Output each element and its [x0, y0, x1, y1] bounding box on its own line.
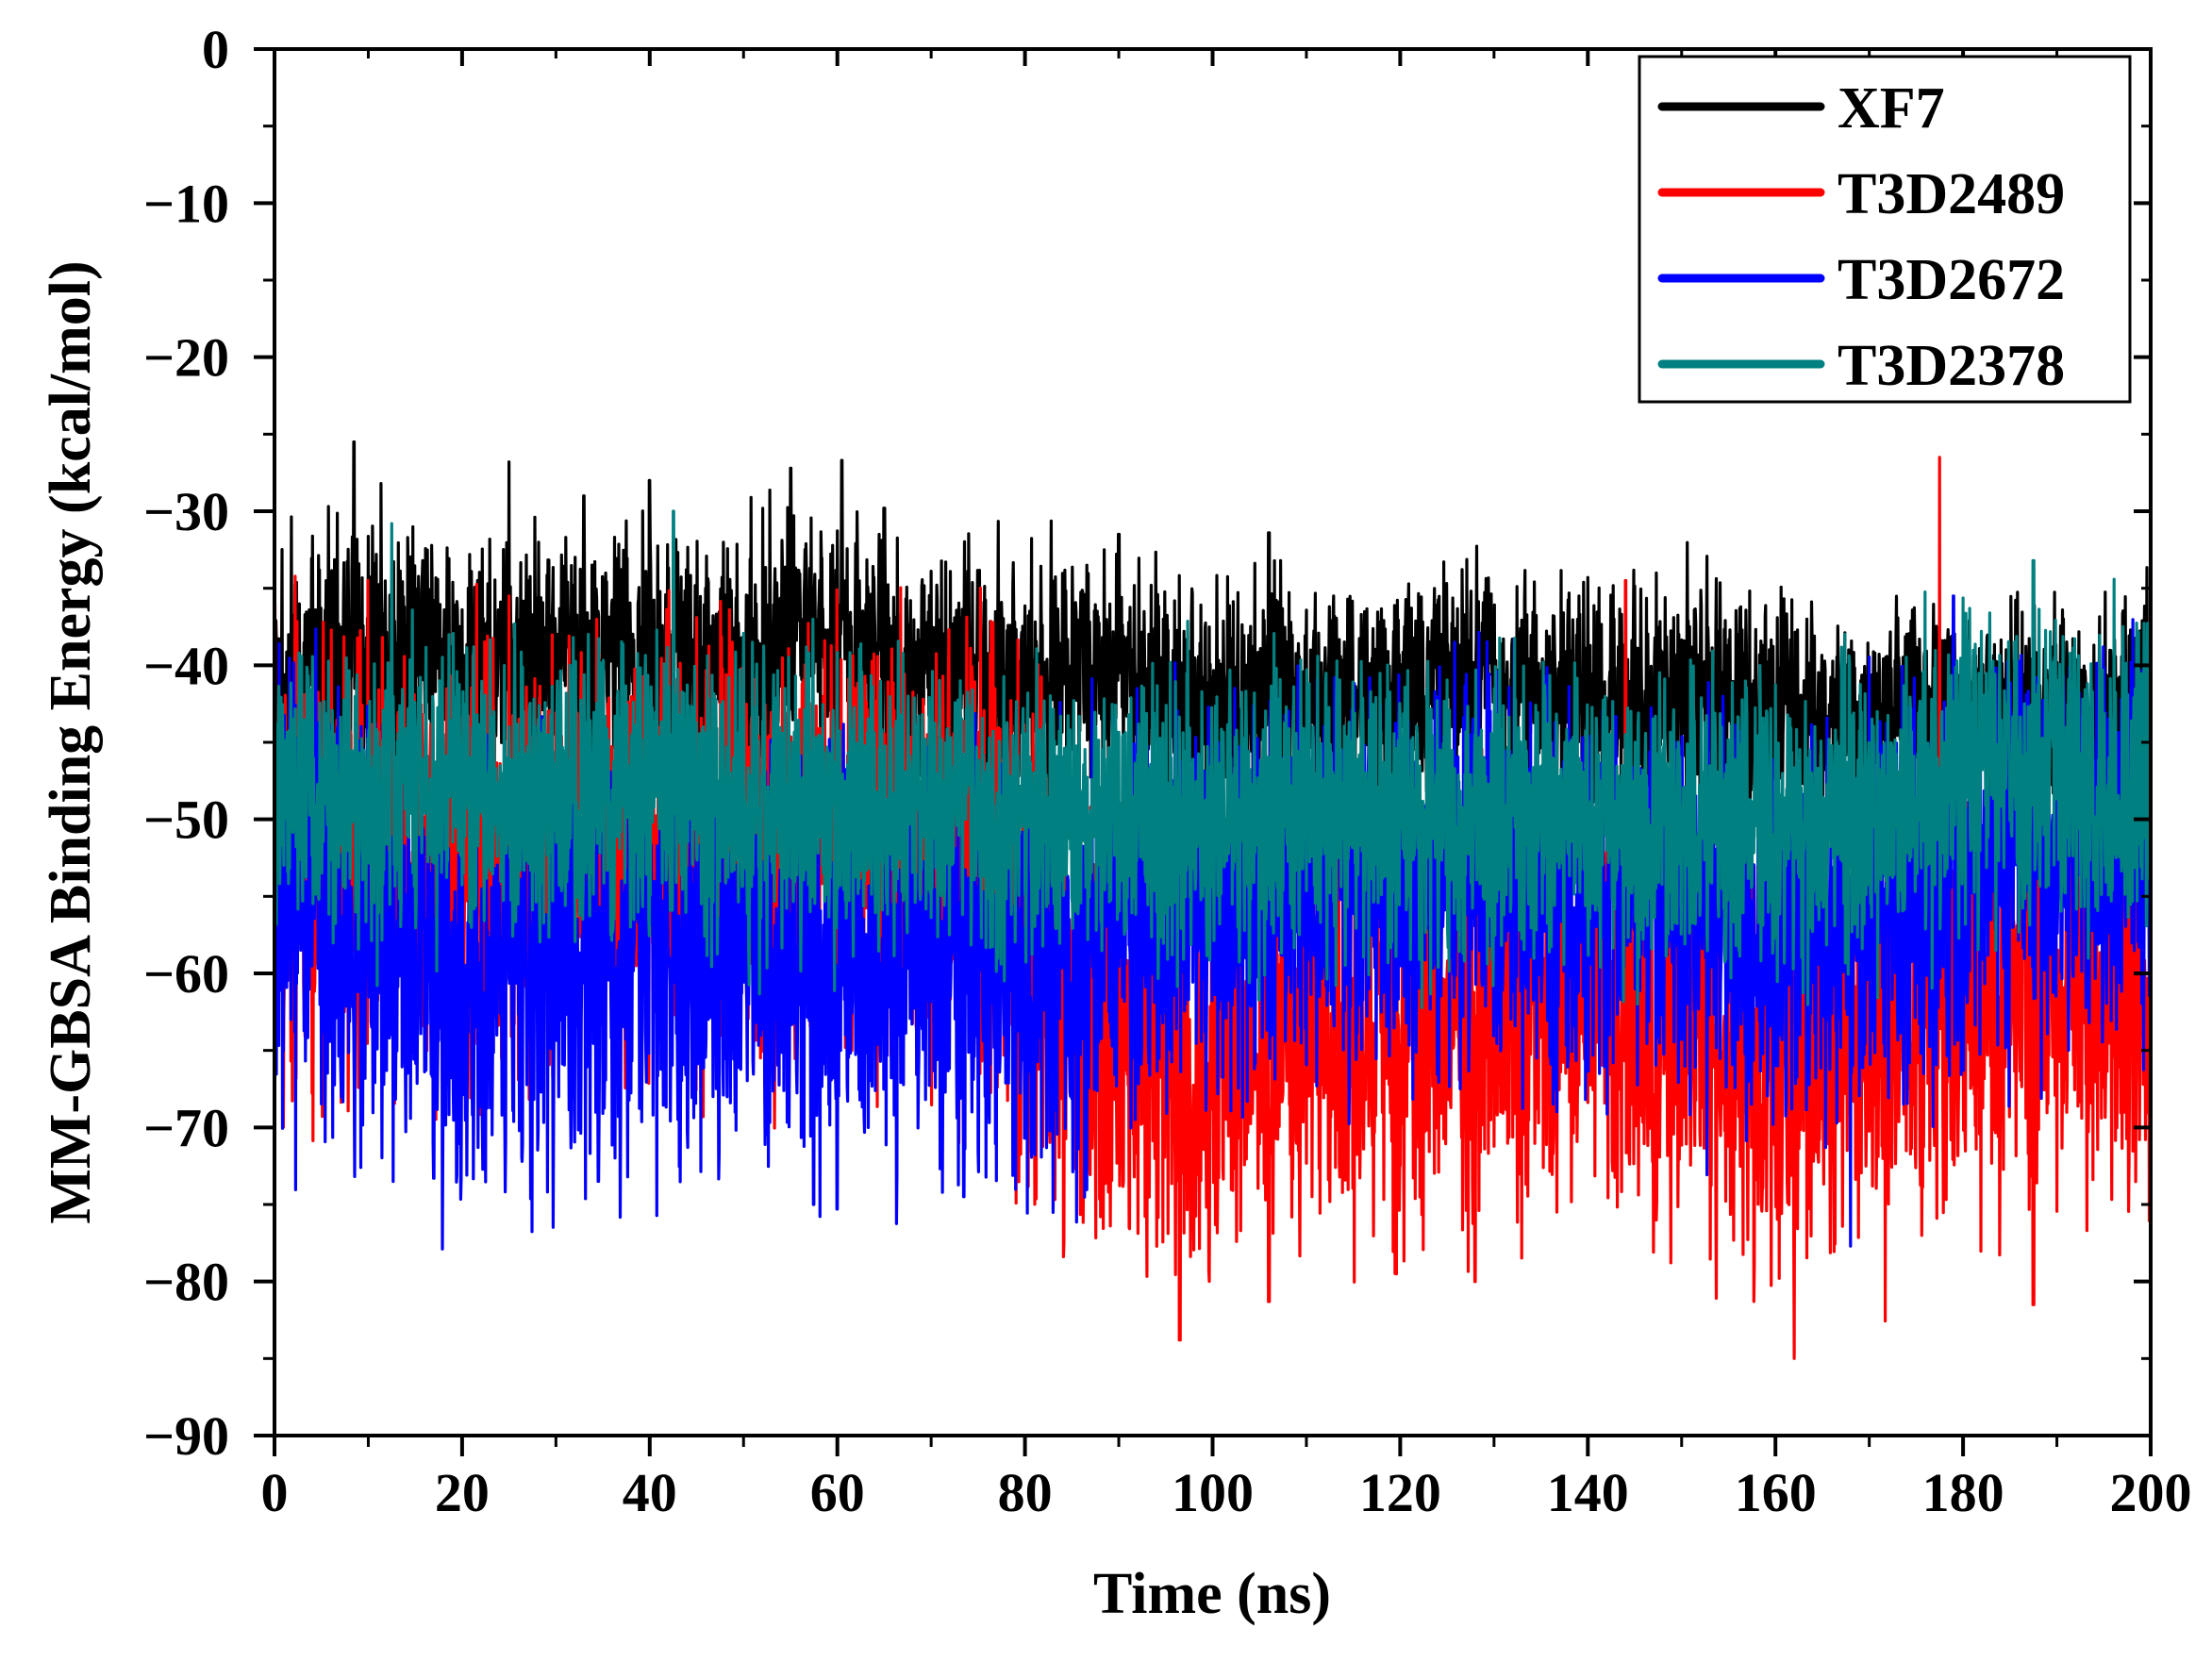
x-tick-label: 40: [623, 1462, 677, 1523]
legend-frame: [1638, 55, 2132, 404]
legend-label-t3d2672: T3D2672: [1838, 248, 2065, 312]
series-line-t3d2378: [274, 509, 2151, 1009]
y-tick-label: −80: [143, 1252, 229, 1313]
y-tick-label: −60: [143, 943, 229, 1005]
x-tick-label: 200: [2110, 1462, 2192, 1523]
y-tick-label: −90: [143, 1405, 229, 1467]
series-layer: [274, 440, 2151, 1360]
axis-layer: 0 20 40 60 80 100 120 140 160 180 200 0 −10 −20 −30 −40…: [143, 19, 2192, 1523]
legend-label-t3d2489: T3D2489: [1838, 162, 2065, 226]
x-tick-label: 180: [1922, 1462, 2004, 1523]
x-tick-label: 20: [435, 1462, 490, 1523]
x-tick-label: 0: [261, 1462, 289, 1523]
x-tick-label: 120: [1359, 1462, 1441, 1523]
legend: XF7 T3D2489 T3D2672 T3D2378: [1638, 55, 2132, 404]
y-tick-label: −30: [143, 481, 229, 542]
x-tick-label: 140: [1547, 1462, 1629, 1523]
x-tick-label: 100: [1172, 1462, 1254, 1523]
x-tick-label: 160: [1735, 1462, 1817, 1523]
y-tick-label: −70: [143, 1097, 229, 1158]
y-tick-label: −20: [143, 327, 229, 389]
x-tick-label: 80: [998, 1462, 1053, 1523]
legend-label-t3d2378: T3D2378: [1838, 334, 2065, 398]
y-tick-label: 0: [202, 19, 229, 80]
x-tick-label: 60: [810, 1462, 865, 1523]
y-tick-label: −10: [143, 173, 229, 234]
y-axis-title: MM-GBSA Binding Energy (kcal/mol): [39, 260, 103, 1223]
series-line-t3d2672: [274, 594, 2151, 1251]
x-axis-title: Time (ns): [1093, 1562, 1331, 1626]
y-tick-label: −50: [143, 789, 229, 851]
legend-label-xf7: XF7: [1838, 76, 1945, 141]
y-tick-label: −40: [143, 635, 229, 696]
